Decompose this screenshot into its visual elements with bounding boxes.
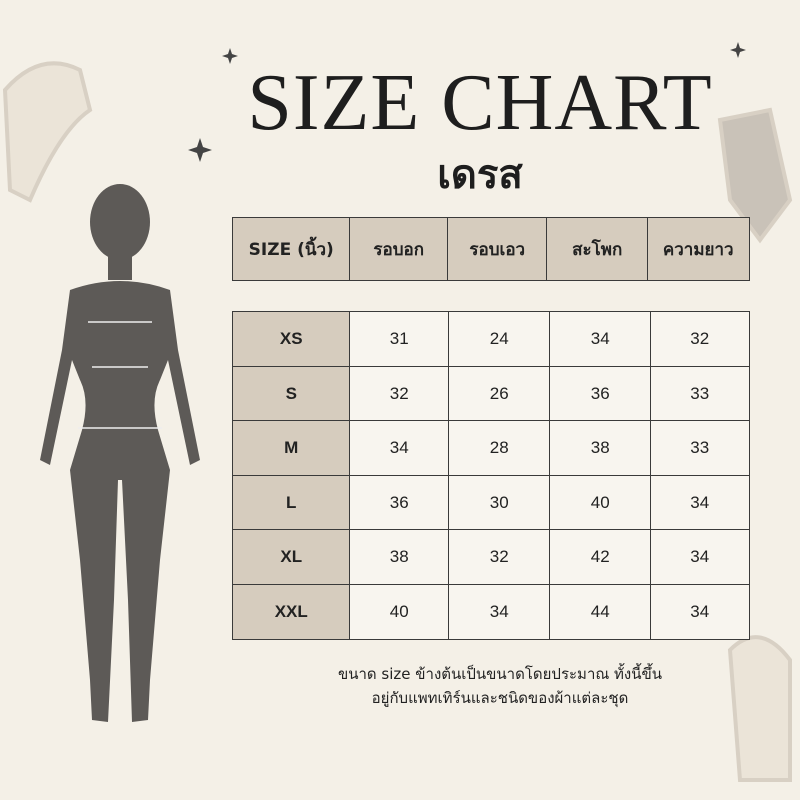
column-header: สะโพก <box>546 217 649 281</box>
table-cell: 36 <box>349 474 450 531</box>
column-header: ความยาว <box>647 217 750 281</box>
table-cell: 26 <box>448 365 551 422</box>
table-cell: 40 <box>549 474 652 531</box>
title: SIZE CHART <box>247 59 713 147</box>
table-cell: 28 <box>448 420 551 477</box>
table-cell: 32 <box>650 311 750 368</box>
table-cell: 44 <box>549 584 652 641</box>
table-cell: 30 <box>448 474 551 531</box>
table-cell: 38 <box>349 529 450 586</box>
table-cell: 36 <box>549 365 652 422</box>
size-label: XL <box>232 529 351 586</box>
table-cell: 32 <box>448 529 551 586</box>
size-label: L <box>232 474 351 531</box>
sparkles <box>188 42 746 162</box>
size-label: XS <box>232 311 351 368</box>
table-cell: 38 <box>549 420 652 477</box>
size-label: M <box>232 420 351 477</box>
table-cell: 34 <box>650 584 750 641</box>
size-label: XXL <box>232 584 351 641</box>
table-cell: 24 <box>448 311 551 368</box>
tape-and-form <box>2 61 793 782</box>
body-silhouette <box>40 184 200 722</box>
note-line: อยู่กับแพทเทิร์นและชนิดของผ้าแต่ละชุด <box>371 689 629 707</box>
table-cell: 42 <box>549 529 652 586</box>
table-cell: 33 <box>650 365 750 422</box>
table-cell: 40 <box>349 584 450 641</box>
subtitle: เดรส <box>437 152 523 198</box>
table-cell: 32 <box>349 365 450 422</box>
table-cell: 34 <box>448 584 551 641</box>
table-cell: 34 <box>650 474 750 531</box>
table-cell: 33 <box>650 420 750 477</box>
size-label: S <box>232 365 351 422</box>
table-cell: 34 <box>349 420 450 477</box>
table-cell: 34 <box>549 311 652 368</box>
table-cell: 34 <box>650 529 750 586</box>
column-header: SIZE (นิ้ว) <box>232 217 351 281</box>
measure-lines <box>78 321 162 429</box>
column-header: รอบเอว <box>447 217 548 281</box>
table-cell: 31 <box>349 311 450 368</box>
note-line: ขนาด size ข้างต้นเป็นขนาดโดยประมาณ ทั้งน… <box>337 665 663 683</box>
column-header: รอบอก <box>349 217 449 281</box>
